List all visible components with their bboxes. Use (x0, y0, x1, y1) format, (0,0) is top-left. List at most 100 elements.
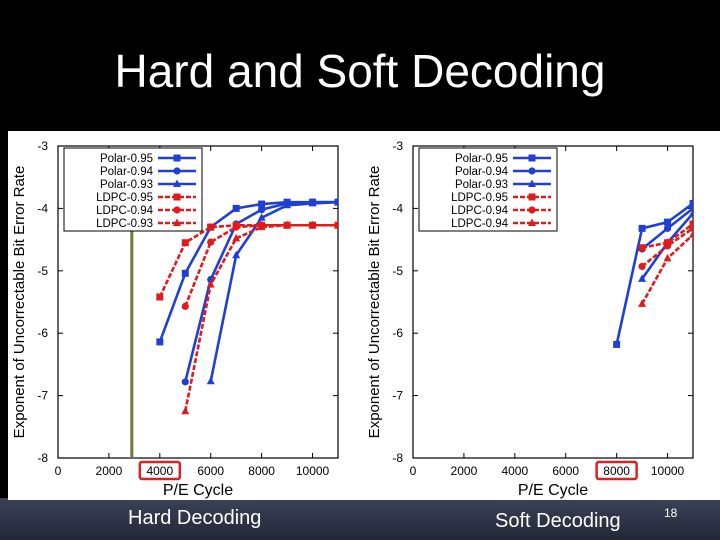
hard-data-point (232, 204, 240, 212)
soft-legend-label: LDPC-0.94 (451, 218, 508, 230)
soft-data-point (689, 199, 693, 207)
soft-legend-label: LDPC-0.94 (451, 205, 508, 217)
hard-ytick-label: -6 (37, 326, 48, 340)
hard-xtick-label: 0 (55, 464, 62, 478)
soft-ytick-label: -3 (392, 139, 403, 153)
hard-data-point (232, 223, 240, 231)
soft-ytick-label: -5 (392, 264, 403, 278)
hard-data-point (334, 197, 338, 206)
hard-plot-area (156, 197, 338, 415)
soft-data-point (638, 262, 646, 271)
soft-plot-frame (412, 145, 694, 459)
hard-plot-frame (57, 145, 339, 459)
hard-data-point (232, 233, 241, 242)
hard-decoding-chart-panel: -3 -4 -5 -6 -7 -8 0 2000 4000 6000 8000 10000 P/E Cy… (8, 131, 363, 500)
hard-data-point (334, 220, 338, 229)
hard-data-point (206, 376, 215, 385)
hard-xtick-label: 10000 (296, 464, 330, 478)
soft-decoding-chart: -3 -4 -5 -6 -7 -8 0 2000 4000 6000 8000 10000 P/E Cy… (366, 139, 694, 499)
hard-data-point (257, 213, 266, 221)
hard-data-point (156, 338, 164, 346)
soft-ytick-label: -8 (392, 451, 403, 465)
hard-data-point (283, 220, 292, 229)
soft-xtick-label: 4000 (501, 464, 528, 478)
hard-data-point (283, 200, 292, 209)
soft-data-point (689, 230, 693, 238)
hard-x-axis-label: P/E Cycle (163, 482, 233, 499)
hard-highlight-box (138, 460, 182, 481)
soft-data-point (663, 224, 672, 232)
hard-decoding-caption: Hard Decoding (128, 507, 262, 529)
soft-plot-area (613, 199, 693, 348)
hard-legend-marker (173, 218, 181, 226)
soft-legend-marker (528, 154, 536, 162)
hard-legend-marker (173, 154, 181, 162)
hard-data-point (258, 200, 266, 208)
hard-series-line-polar-0-93 (209, 200, 338, 382)
hard-legend: Polar-0.95Polar-0.94Polar-0.93LDPC-0.95L… (63, 147, 203, 232)
soft-ytick-label: -7 (392, 389, 403, 403)
hard-xtick-label: 2000 (96, 464, 123, 478)
soft-decoding-chart-panel: -3 -4 -5 -6 -7 -8 0 2000 4000 6000 8000 10000 P/E Cy… (363, 131, 720, 500)
hard-legend-label: Polar-0.93 (100, 179, 153, 191)
soft-xtick-label: 2000 (451, 464, 478, 478)
hard-data-point (206, 280, 215, 288)
hard-data-point (181, 239, 189, 247)
soft-legend-label: Polar-0.93 (455, 179, 508, 191)
hard-legend-label: Polar-0.94 (100, 166, 154, 178)
soft-data-point (689, 220, 693, 228)
hard-ytick-label: -8 (37, 451, 48, 465)
hard-legend-label: LDPC-0.95 (96, 192, 153, 204)
soft-legend-label: Polar-0.94 (455, 166, 509, 178)
soft-legend-marker (528, 167, 536, 175)
hard-legend-marker (173, 193, 181, 201)
hard-data-point (257, 222, 266, 231)
soft-xtick-label: 10000 (651, 464, 685, 478)
hard-data-point (232, 250, 241, 259)
hard-legend-label: LDPC-0.94 (96, 205, 153, 217)
soft-data-point (663, 253, 672, 262)
hard-legend-box (63, 147, 203, 232)
soft-data-point (613, 340, 621, 348)
soft-data-point (638, 244, 646, 252)
hard-legend-marker (173, 179, 181, 187)
soft-ytick-label: -6 (392, 326, 403, 340)
hard-data-point (181, 406, 190, 415)
hard-ytick-label: -5 (37, 264, 48, 278)
hard-data-point (308, 220, 317, 229)
slide-number: 18 (664, 506, 678, 520)
hard-xtick-label: 6000 (197, 464, 224, 478)
hard-data-point (181, 269, 189, 277)
hard-y-axis-label: Exponent of Uncorrectable Bit Error Rate (11, 166, 28, 439)
soft-legend-marker (528, 179, 536, 187)
soft-x-axis-label: P/E Cycle (518, 482, 588, 499)
hard-ytick-label: -3 (37, 139, 48, 153)
soft-data-point (664, 218, 672, 226)
hard-data-point (308, 198, 317, 207)
hard-ytick-label: -7 (37, 389, 48, 403)
hard-data-point (181, 378, 189, 386)
soft-legend-marker (528, 193, 536, 201)
hard-legend-label: LDPC-0.93 (96, 218, 153, 230)
soft-data-point (689, 208, 693, 217)
hard-data-point (207, 238, 215, 246)
soft-legend-label: Polar-0.95 (455, 153, 508, 165)
soft-data-point (689, 224, 693, 232)
soft-xtick-label: 8000 (603, 464, 630, 478)
hard-data-point (181, 302, 189, 310)
soft-legend: Polar-0.95Polar-0.94Polar-0.93LDPC-0.95L… (418, 147, 558, 232)
soft-legend-marker (528, 218, 536, 226)
soft-xtick-label: 0 (410, 464, 417, 478)
hard-data-point (156, 293, 164, 301)
hard-legend-marker (173, 167, 181, 175)
hard-legend-label: Polar-0.95 (100, 153, 153, 165)
soft-data-point (689, 204, 693, 212)
soft-data-point (638, 299, 647, 307)
soft-data-point (638, 274, 647, 282)
soft-data-point (663, 242, 672, 250)
hard-ytick-label: -4 (37, 201, 48, 215)
soft-legend-box (418, 147, 558, 232)
footer-band (0, 498, 720, 540)
hard-xtick-label: 8000 (248, 464, 275, 478)
hard-decoding-chart: -3 -4 -5 -6 -7 -8 0 2000 4000 6000 8000 10000 P/E Cy… (11, 139, 339, 499)
